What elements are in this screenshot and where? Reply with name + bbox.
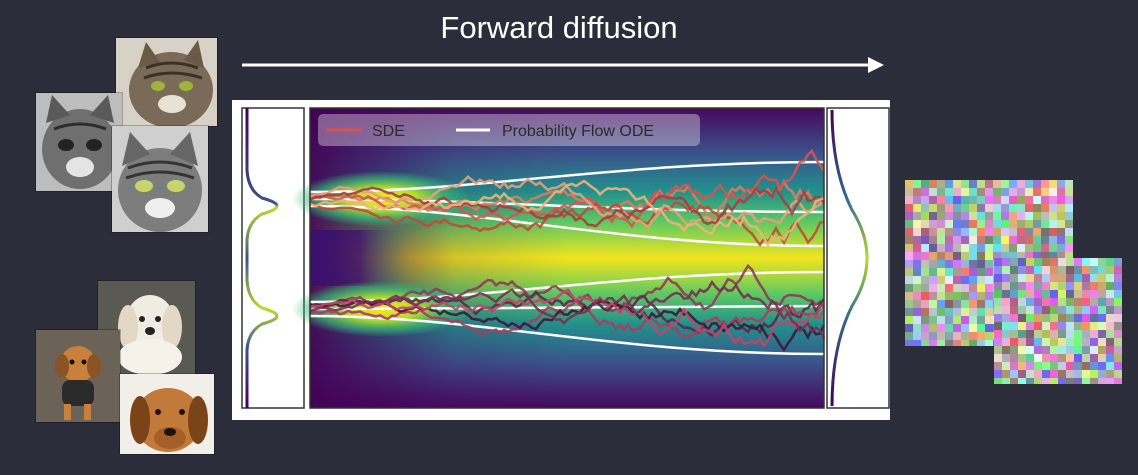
dog-photo	[98, 281, 195, 374]
initial-density-curve	[245, 108, 279, 408]
sde-trajectory	[309, 288, 826, 348]
cat-photo	[116, 38, 217, 126]
sde-trajectories	[309, 148, 826, 353]
forward-arrow-icon	[242, 57, 884, 73]
legend-sde-label: SDE	[372, 123, 405, 140]
legend-ode-label: Probability Flow ODE	[502, 123, 654, 140]
initial-density-panel	[241, 107, 305, 409]
slide-title: Forward diffusion	[440, 10, 678, 45]
sde-trajectory	[309, 179, 825, 248]
legend: SDE Probability Flow ODE	[318, 114, 700, 146]
cat-photo	[112, 126, 208, 232]
ode-trajectory	[309, 197, 825, 214]
prior-density-panel	[826, 107, 890, 409]
sde-trajectory	[309, 279, 826, 340]
sde-trajectory	[309, 298, 825, 339]
density-heatmap	[292, 108, 824, 408]
prior-density-curve	[830, 109, 869, 407]
ode-trajectory	[309, 314, 825, 356]
dog-photo	[120, 374, 214, 454]
cat-photo	[36, 93, 122, 191]
sde-trajectory	[309, 186, 826, 228]
diffusion-figure: SDE Probability Flow ODE	[232, 100, 890, 420]
noise-image	[994, 258, 1122, 386]
dog-photo	[36, 330, 120, 422]
sde-trajectory	[309, 289, 825, 338]
